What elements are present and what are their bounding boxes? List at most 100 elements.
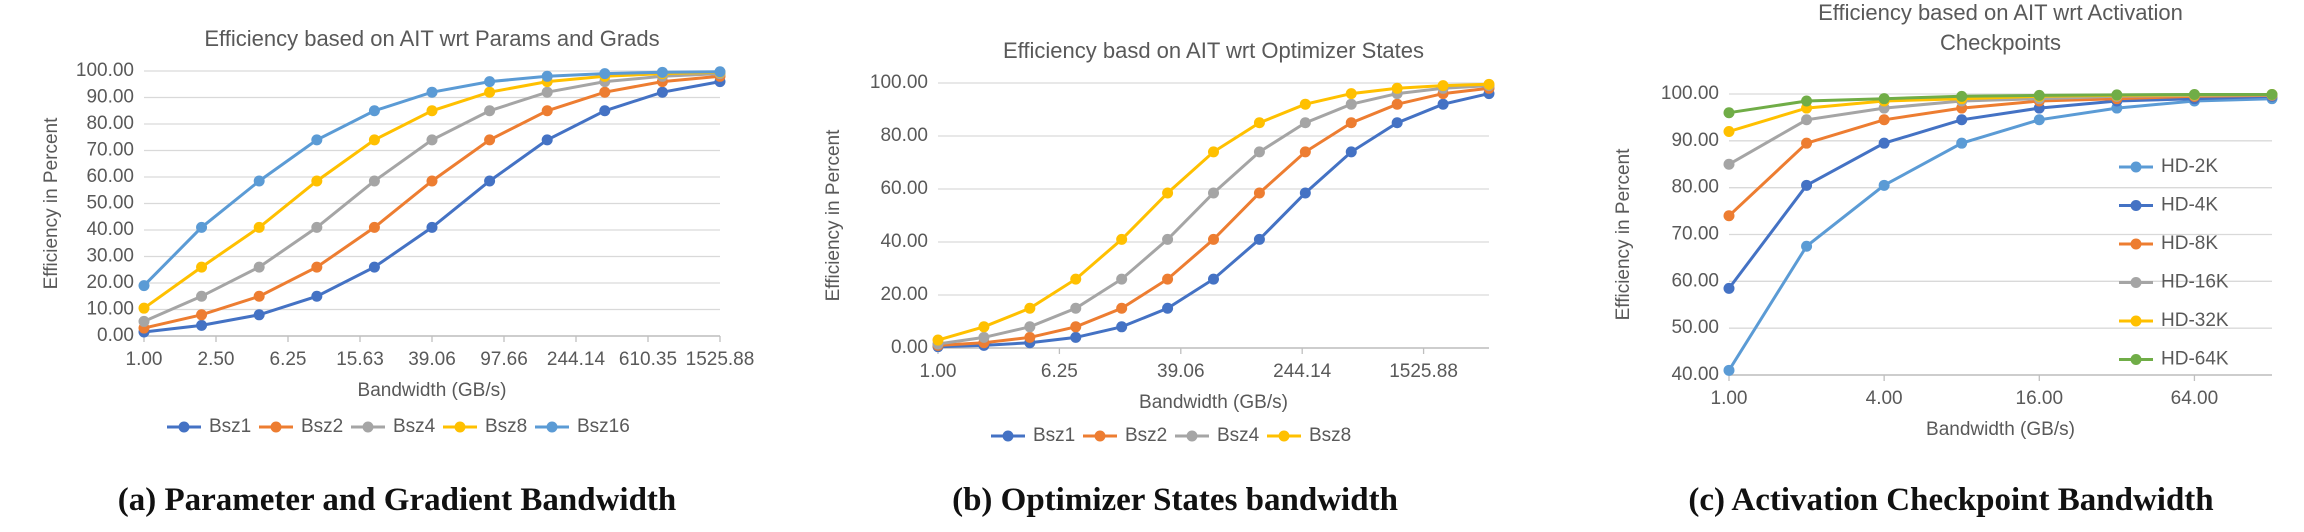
point [1878,179,1890,191]
point [1391,117,1403,129]
chart-title: Efficiency based on AIT wrt Params and G… [204,26,660,51]
series-line [937,84,1490,346]
legend-marker [2130,161,2142,173]
legend-marker [1094,430,1106,442]
y-tick-label: 40.00 [86,219,134,240]
point [426,134,438,146]
point [1024,302,1036,314]
x-tick-label: 39.06 [1157,361,1205,382]
point [1162,273,1174,285]
point [1208,187,1219,199]
x-tick-label: 64.00 [2171,388,2219,409]
x-tick-label: 97.66 [480,349,528,370]
point [1723,282,1735,294]
y-tick-label: 10.00 [86,299,134,320]
caption: (a) Parameter and Gradient Bandwidth [117,482,677,518]
y-tick-label: 70.00 [86,140,134,161]
legend-label: HD-32K [2161,310,2229,331]
point [1208,273,1219,285]
point [1070,273,1082,285]
point [138,302,150,314]
point [1345,88,1357,100]
legend-label: HD-8K [2161,233,2218,254]
point [253,221,265,233]
x-axis-label: Bandwidth (GB/s) [358,380,507,401]
point [311,290,323,302]
point [196,261,208,273]
point [1801,114,1813,126]
legend-label: Bsz1 [209,416,251,437]
point [484,76,496,88]
legend-marker [2130,200,2142,211]
legend-label: HD-64K [2161,349,2229,370]
y-tick-label: 30.00 [86,246,134,267]
point [1723,107,1735,119]
point [311,134,323,146]
point [1723,158,1735,170]
legend-marker [270,421,282,433]
point [368,221,380,233]
x-tick-label: 1.00 [126,349,163,370]
point [1391,82,1403,94]
x-tick-label: 4.00 [1866,388,1903,409]
legend-marker [1002,430,1014,442]
point [541,134,553,146]
y-axis-label: Efficiency in Percent [1613,148,1634,321]
y-tick-label: 80.00 [86,113,134,134]
x-axis-label: Bandwidth (GB/s) [1926,419,2075,440]
point [1253,233,1265,245]
legend-label: HD-2K [2161,156,2218,177]
point [196,309,208,321]
point [978,331,990,343]
point [1801,95,1813,107]
y-tick-label: 90.00 [1671,130,1719,151]
point [1116,233,1128,245]
point [484,86,496,98]
chart-title: Efficiency based on AIT wrt Activation C… [1818,0,2183,55]
legend-label: Bsz8 [485,416,527,437]
point [1070,321,1082,333]
point [1299,98,1311,110]
legend-marker [362,421,374,433]
point [1345,117,1357,129]
point [138,315,150,327]
point [541,70,553,82]
point [196,290,208,302]
legend-marker [178,421,190,433]
y-tick-label: 60.00 [880,178,928,199]
point [2188,88,2200,100]
legend-label: Bsz2 [1125,425,1167,446]
legend-label: Bsz4 [1217,425,1260,446]
y-tick-label: 80.00 [880,125,928,146]
series-line [1727,97,2273,372]
point [196,319,208,331]
y-tick-label: 50.00 [86,193,134,214]
point [426,105,438,117]
series-line [937,82,1490,342]
x-tick-label: 15.63 [336,349,384,370]
point [368,105,380,117]
y-tick-label: 70.00 [1671,224,1719,245]
point [1116,273,1128,285]
point [138,280,150,292]
point [1208,233,1219,245]
x-tick-label: 1525.88 [1389,361,1458,382]
point [368,261,380,273]
point [1437,98,1449,110]
point [253,175,265,187]
point [1070,302,1082,314]
point [368,134,380,146]
y-tick-label: 20.00 [86,272,134,293]
point [1299,146,1311,158]
caption: (c) Activation Checkpoint Bandwidth [1688,482,2214,518]
x-tick-label: 2.50 [198,349,235,370]
point [1253,146,1265,158]
x-tick-label: 6.25 [270,349,307,370]
series-line [1728,93,2272,115]
point [599,105,611,117]
x-tick-label: 610.35 [619,349,677,370]
series-line [1727,94,2273,290]
point [1437,80,1449,92]
y-tick-label: 100.00 [870,72,928,93]
